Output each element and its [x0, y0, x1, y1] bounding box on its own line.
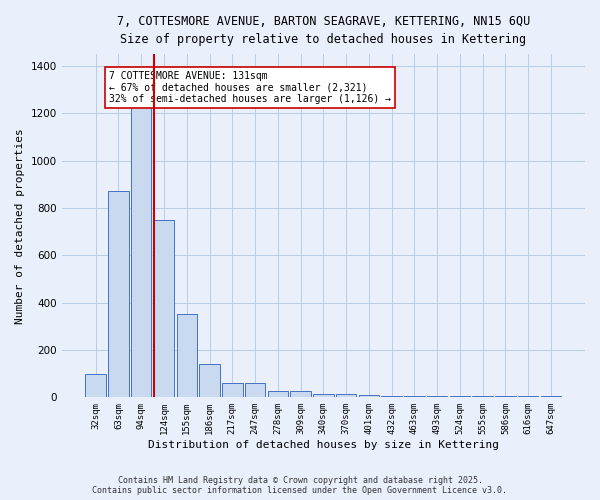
- X-axis label: Distribution of detached houses by size in Kettering: Distribution of detached houses by size …: [148, 440, 499, 450]
- Bar: [359, 395, 379, 398]
- Bar: [472, 396, 493, 398]
- Bar: [518, 396, 538, 398]
- Bar: [541, 396, 561, 398]
- Text: 7 COTTESMORE AVENUE: 131sqm
← 67% of detached houses are smaller (2,321)
32% of : 7 COTTESMORE AVENUE: 131sqm ← 67% of det…: [109, 72, 391, 104]
- Bar: [336, 394, 356, 398]
- Bar: [176, 314, 197, 398]
- Title: 7, COTTESMORE AVENUE, BARTON SEAGRAVE, KETTERING, NN15 6QU
Size of property rela: 7, COTTESMORE AVENUE, BARTON SEAGRAVE, K…: [117, 15, 530, 46]
- Bar: [85, 374, 106, 398]
- Bar: [449, 396, 470, 398]
- Bar: [427, 396, 448, 398]
- Bar: [290, 392, 311, 398]
- Bar: [268, 392, 288, 398]
- Bar: [108, 192, 129, 398]
- Bar: [154, 220, 174, 398]
- Bar: [199, 364, 220, 398]
- Bar: [404, 396, 425, 398]
- Y-axis label: Number of detached properties: Number of detached properties: [15, 128, 25, 324]
- Bar: [222, 383, 242, 398]
- Bar: [245, 383, 265, 398]
- Bar: [382, 396, 402, 398]
- Bar: [131, 96, 151, 398]
- Bar: [495, 396, 515, 398]
- Bar: [313, 394, 334, 398]
- Text: Contains HM Land Registry data © Crown copyright and database right 2025.
Contai: Contains HM Land Registry data © Crown c…: [92, 476, 508, 495]
